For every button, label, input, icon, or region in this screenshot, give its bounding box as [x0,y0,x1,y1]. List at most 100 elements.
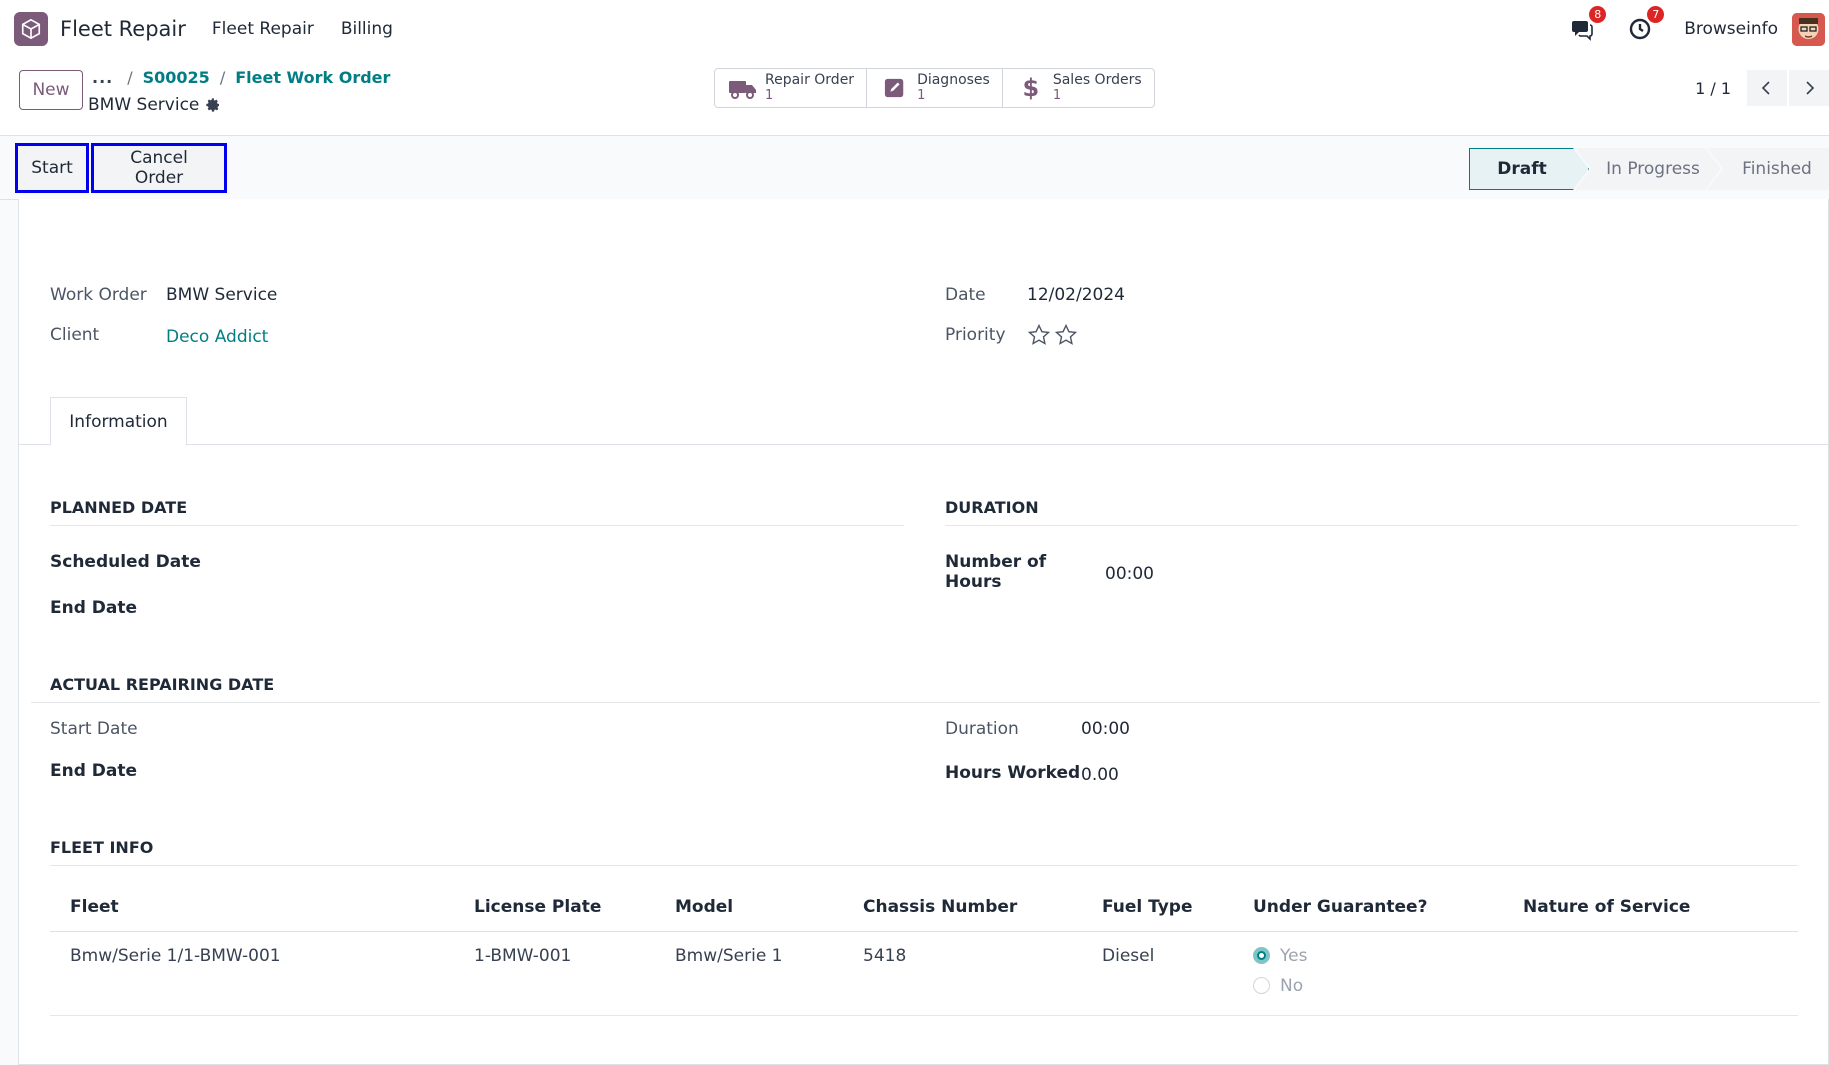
cancel-order-button[interactable]: Cancel Order [91,143,227,193]
pencil-square-icon [881,76,909,100]
breadcrumb: ... / S00025 / Fleet Work Order [92,68,391,87]
scheduled-date-field: Scheduled Date [50,552,201,572]
column-model[interactable]: Model [655,883,843,932]
chevron-left-icon [1761,81,1770,95]
priority-stars [1027,323,1081,347]
start-date-label: Start Date [50,719,138,739]
column-license-plate[interactable]: License Plate [454,883,655,932]
fleet-table: Fleet License Plate Model Chassis Number… [50,883,1798,1016]
new-button[interactable]: New [19,70,83,110]
number-of-hours-value[interactable]: 00:00 [1105,564,1154,584]
actual-end-date-field: End Date [50,761,137,781]
record-title-text: BMW Service [88,95,200,115]
repair-order-count: 1 [765,88,774,103]
truck-icon [729,76,757,100]
messages-badge: 8 [1589,6,1607,23]
sales-orders-label: Sales Orders [1052,72,1142,88]
cell-under-guarantee: Yes No [1233,931,1503,1016]
hours-worked-value[interactable]: 0.00 [1081,765,1119,785]
cell-nature-of-service[interactable] [1503,931,1798,1016]
diagnoses-count: 1 [917,88,926,103]
company-name[interactable]: Browseinfo [1684,19,1778,39]
table-row[interactable]: Bmw/Serie 1/1-BMW-001 1-BMW-001 Bmw/Seri… [50,931,1798,1016]
client-link[interactable]: Deco Addict [166,327,269,347]
column-fuel-type[interactable]: Fuel Type [1082,883,1233,932]
cell-chassis-number[interactable]: 5418 [843,931,1082,1016]
number-of-hours-label: Number of Hours [945,552,1047,592]
guarantee-no-label: No [1280,975,1304,996]
diagnoses-smart-button[interactable]: Diagnoses 1 [867,69,1003,107]
repair-order-label: Repair Order [765,72,855,88]
avatar[interactable] [1792,12,1825,46]
hours-worked-label: Hours Worked [945,763,1081,783]
gear-icon[interactable] [205,97,221,113]
cell-fleet[interactable]: Bmw/Serie 1/1-BMW-001 [50,931,454,1016]
messages-button[interactable]: 8 [1568,6,1607,43]
app-logo-icon[interactable] [14,12,48,46]
duration-value[interactable]: 00:00 [1081,719,1130,739]
end-date-label: End Date [50,598,138,618]
number-of-hours-field: Number of Hours 00:00 [945,552,1154,592]
stage-in-progress[interactable]: In Progress [1575,148,1721,190]
column-nature-of-service[interactable]: Nature of Service [1503,883,1798,932]
scheduled-date-label: Scheduled Date [50,552,201,572]
breadcrumb-fleet-work-order[interactable]: Fleet Work Order [235,68,391,87]
actual-repairing-date-title: ACTUAL REPAIRING DATE [31,675,1820,703]
cell-model[interactable]: Bmw/Serie 1 [655,931,843,1016]
chat-icon [1572,21,1594,41]
pager: 1 / 1 [1695,70,1829,106]
pager-value[interactable]: 1 / 1 [1695,78,1731,98]
activities-button[interactable]: 7 [1626,6,1665,43]
sales-orders-count: 1 [1052,88,1062,103]
notebook-tabs: Information [19,397,1828,446]
cell-fuel-type[interactable]: Diesel [1082,931,1233,1016]
guarantee-yes-option[interactable]: Yes [1253,946,1503,966]
start-date-field: Start Date [50,719,138,739]
menu-billing[interactable]: Billing [340,19,393,39]
form-background: Work Order BMW Service Client Deco Addic… [0,199,1829,1065]
duration-label: Duration [945,719,1019,739]
app-name[interactable]: Fleet Repair [60,17,186,41]
star-icon[interactable] [1027,323,1051,347]
chevron-right-icon [1806,81,1815,95]
column-fleet[interactable]: Fleet [50,883,454,932]
guarantee-no-option[interactable]: No [1253,976,1503,996]
breadcrumb-more[interactable]: ... [92,68,114,87]
stage-finished[interactable]: Finished [1707,148,1829,190]
status-bar: Start Cancel Order Draft In Progress Fin… [0,136,1829,200]
date-value[interactable]: 12/02/2024 [1027,285,1125,305]
smart-buttons: Repair Order 1 Diagnoses 1 $ Sales Order… [714,68,1155,108]
top-navbar: Fleet Repair Fleet Repair Billing 8 7 Br… [0,0,1829,58]
breadcrumb-sale-order[interactable]: S00025 [142,68,210,87]
pager-next-button[interactable] [1789,70,1829,106]
star-icon[interactable] [1054,323,1078,347]
radio-no[interactable] [1253,977,1270,994]
date-field: Date 12/02/2024 [945,285,1125,305]
hours-worked-field: Hours Worked 0.00 [945,761,1119,785]
sales-orders-smart-button[interactable]: $ Sales Orders 1 [1003,69,1154,107]
actual-end-date-label: End Date [50,761,138,781]
planned-date-title: PLANNED DATE [50,498,904,526]
clock-icon [1630,18,1651,40]
duration-field: Duration 00:00 [945,719,1130,739]
column-chassis-number[interactable]: Chassis Number [843,883,1082,932]
fleet-info-title: FLEET INFO [50,838,1798,866]
client-label: Client [50,325,100,345]
table-header-row: Fleet License Plate Model Chassis Number… [50,883,1798,932]
column-under-guarantee[interactable]: Under Guarantee? [1233,883,1503,932]
repair-order-smart-button[interactable]: Repair Order 1 [715,69,868,107]
stage-draft[interactable]: Draft [1469,148,1589,190]
work-order-value[interactable]: BMW Service [166,285,278,305]
form-sheet: Work Order BMW Service Client Deco Addic… [18,199,1829,1065]
diagnoses-label: Diagnoses [917,72,990,88]
cell-license-plate[interactable]: 1-BMW-001 [454,931,655,1016]
radio-yes[interactable] [1253,947,1270,964]
pager-previous-button[interactable] [1747,70,1787,106]
priority-label: Priority [945,325,1006,345]
menu-fleet-repair[interactable]: Fleet Repair [211,19,314,39]
activities-badge: 7 [1647,6,1665,23]
work-order-label: Work Order [50,285,147,305]
tab-information[interactable]: Information [50,397,187,446]
record-title: BMW Service [88,95,221,115]
start-button[interactable]: Start [15,143,89,193]
